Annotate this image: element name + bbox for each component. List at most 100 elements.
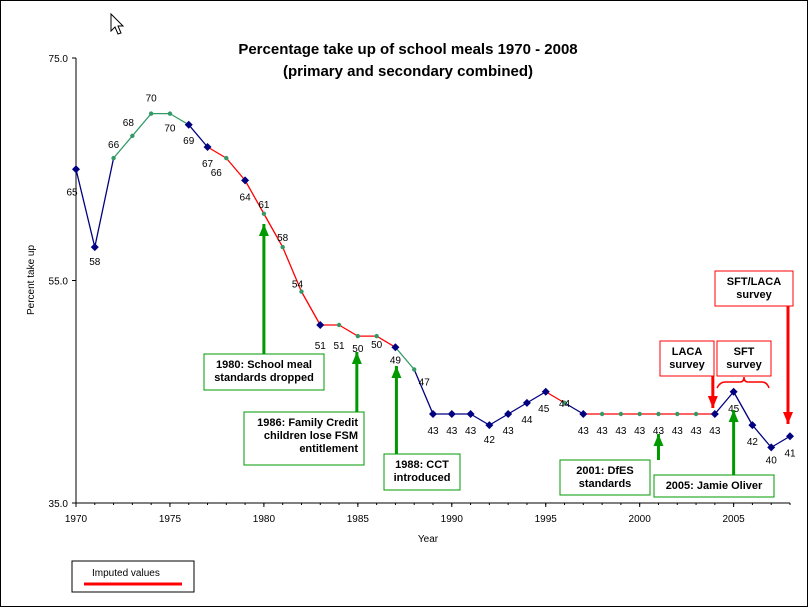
series-segment bbox=[338, 324, 359, 337]
data-label: 43 bbox=[597, 426, 609, 437]
axes: 1970 1975 1980 1985 1990 1995 2000 2005 75.0 55.0… bbox=[49, 54, 791, 525]
series-segment bbox=[770, 435, 791, 448]
x-axis-label: Year bbox=[418, 534, 439, 545]
data-point-imputed bbox=[637, 411, 642, 417]
annotation-box bbox=[243, 411, 365, 466]
data-label: 65 bbox=[66, 187, 78, 198]
annotation-box bbox=[716, 340, 772, 377]
x-tick-label: 1985 bbox=[347, 514, 370, 525]
series-segment bbox=[188, 124, 209, 148]
data-label: 43 bbox=[672, 426, 684, 437]
data-point-imputed bbox=[599, 411, 605, 417]
series-segment bbox=[207, 146, 227, 159]
series-segment bbox=[751, 424, 772, 448]
data-label: 64 bbox=[240, 192, 252, 203]
annotation-arrow-head bbox=[351, 352, 362, 364]
data-point-imputed bbox=[280, 244, 285, 250]
series-segment bbox=[263, 213, 284, 248]
data-label: 44 bbox=[521, 415, 533, 426]
data-point bbox=[447, 410, 456, 418]
series-segment bbox=[545, 391, 565, 404]
annotation-arrow-head bbox=[258, 224, 269, 236]
annotation-text: standards dropped bbox=[214, 372, 314, 384]
annotation-text: SFT bbox=[734, 346, 755, 358]
annotation-text: introduced bbox=[394, 472, 451, 484]
data-label: 51 bbox=[333, 341, 345, 352]
data-point bbox=[241, 176, 250, 185]
data-point bbox=[72, 165, 80, 174]
series-segment bbox=[376, 335, 396, 348]
data-label: 43 bbox=[427, 426, 439, 437]
series-segment bbox=[714, 391, 735, 415]
data-label: 43 bbox=[690, 426, 702, 437]
data-point-imputed bbox=[562, 400, 567, 406]
annotation-box bbox=[714, 270, 794, 307]
data-point-imputed bbox=[336, 322, 342, 328]
data-point bbox=[767, 443, 776, 452]
series-segment bbox=[489, 413, 509, 426]
x-tick-label: 1995 bbox=[535, 514, 558, 525]
series-segment bbox=[413, 369, 434, 415]
data-point-imputed bbox=[412, 367, 417, 372]
y-tick-label: 55.0 bbox=[49, 277, 69, 288]
annotation-text: survey bbox=[736, 289, 772, 301]
data-label: 42 bbox=[747, 437, 759, 448]
legend-box bbox=[71, 560, 195, 593]
data-label: 43 bbox=[615, 426, 627, 437]
data-point bbox=[504, 410, 513, 418]
data-label: 50 bbox=[371, 340, 383, 351]
series-segment bbox=[94, 157, 115, 248]
data-label: 45 bbox=[538, 404, 550, 415]
series-segment bbox=[169, 113, 190, 126]
annotation-text: 2005: Jamie Oliver bbox=[666, 480, 763, 492]
data-label: 43 bbox=[634, 426, 646, 437]
data-label: 61 bbox=[258, 200, 270, 211]
annotation-text: 2001: DfES bbox=[576, 465, 633, 477]
series-segment bbox=[394, 346, 415, 370]
annotation-arrow-head bbox=[707, 396, 718, 408]
x-tick-label: 2005 bbox=[723, 514, 746, 525]
data-point bbox=[184, 120, 193, 129]
data-point bbox=[710, 410, 719, 418]
chart-subtitle: (primary and secondary combined) bbox=[283, 63, 533, 80]
data-point bbox=[466, 410, 475, 418]
data-label: 43 bbox=[578, 426, 590, 437]
legend: Imputed values bbox=[71, 560, 195, 593]
data-label: 43 bbox=[653, 426, 665, 437]
data-point bbox=[579, 410, 588, 418]
data-label: 49 bbox=[390, 355, 402, 366]
data-point bbox=[90, 243, 99, 252]
annotation-box bbox=[653, 474, 775, 498]
data-label: 42 bbox=[484, 435, 496, 446]
data-point-imputed bbox=[148, 111, 154, 116]
x-tick-label: 1975 bbox=[159, 514, 182, 525]
mouse-pointer-icon bbox=[110, 12, 125, 35]
data-point bbox=[203, 143, 212, 151]
annotation-text: standards bbox=[579, 478, 632, 490]
data-label: 58 bbox=[277, 233, 289, 244]
data-point-imputed bbox=[374, 333, 379, 339]
series-segment bbox=[564, 402, 584, 415]
annotation-text: survey bbox=[669, 359, 705, 371]
annotation-arrow-head bbox=[653, 434, 664, 446]
data-label: 66 bbox=[211, 168, 223, 179]
data-label: 43 bbox=[465, 426, 477, 437]
series-segment bbox=[282, 246, 303, 292]
annotation-text: survey bbox=[726, 359, 762, 371]
data-point bbox=[522, 398, 531, 407]
data-label: 40 bbox=[766, 455, 778, 466]
x-tick-label: 1970 bbox=[65, 514, 88, 525]
data-point-imputed bbox=[675, 411, 680, 417]
data-label: 45 bbox=[728, 404, 740, 415]
data-point-imputed bbox=[693, 411, 699, 417]
series-segment bbox=[75, 169, 96, 248]
series-segment bbox=[526, 391, 547, 404]
data-label: 43 bbox=[503, 426, 515, 437]
data-point-imputed bbox=[618, 411, 624, 417]
annotation-text: 1988: CCT bbox=[395, 459, 449, 471]
x-tick-label: 1990 bbox=[441, 514, 464, 525]
data-point-imputed bbox=[355, 333, 361, 339]
